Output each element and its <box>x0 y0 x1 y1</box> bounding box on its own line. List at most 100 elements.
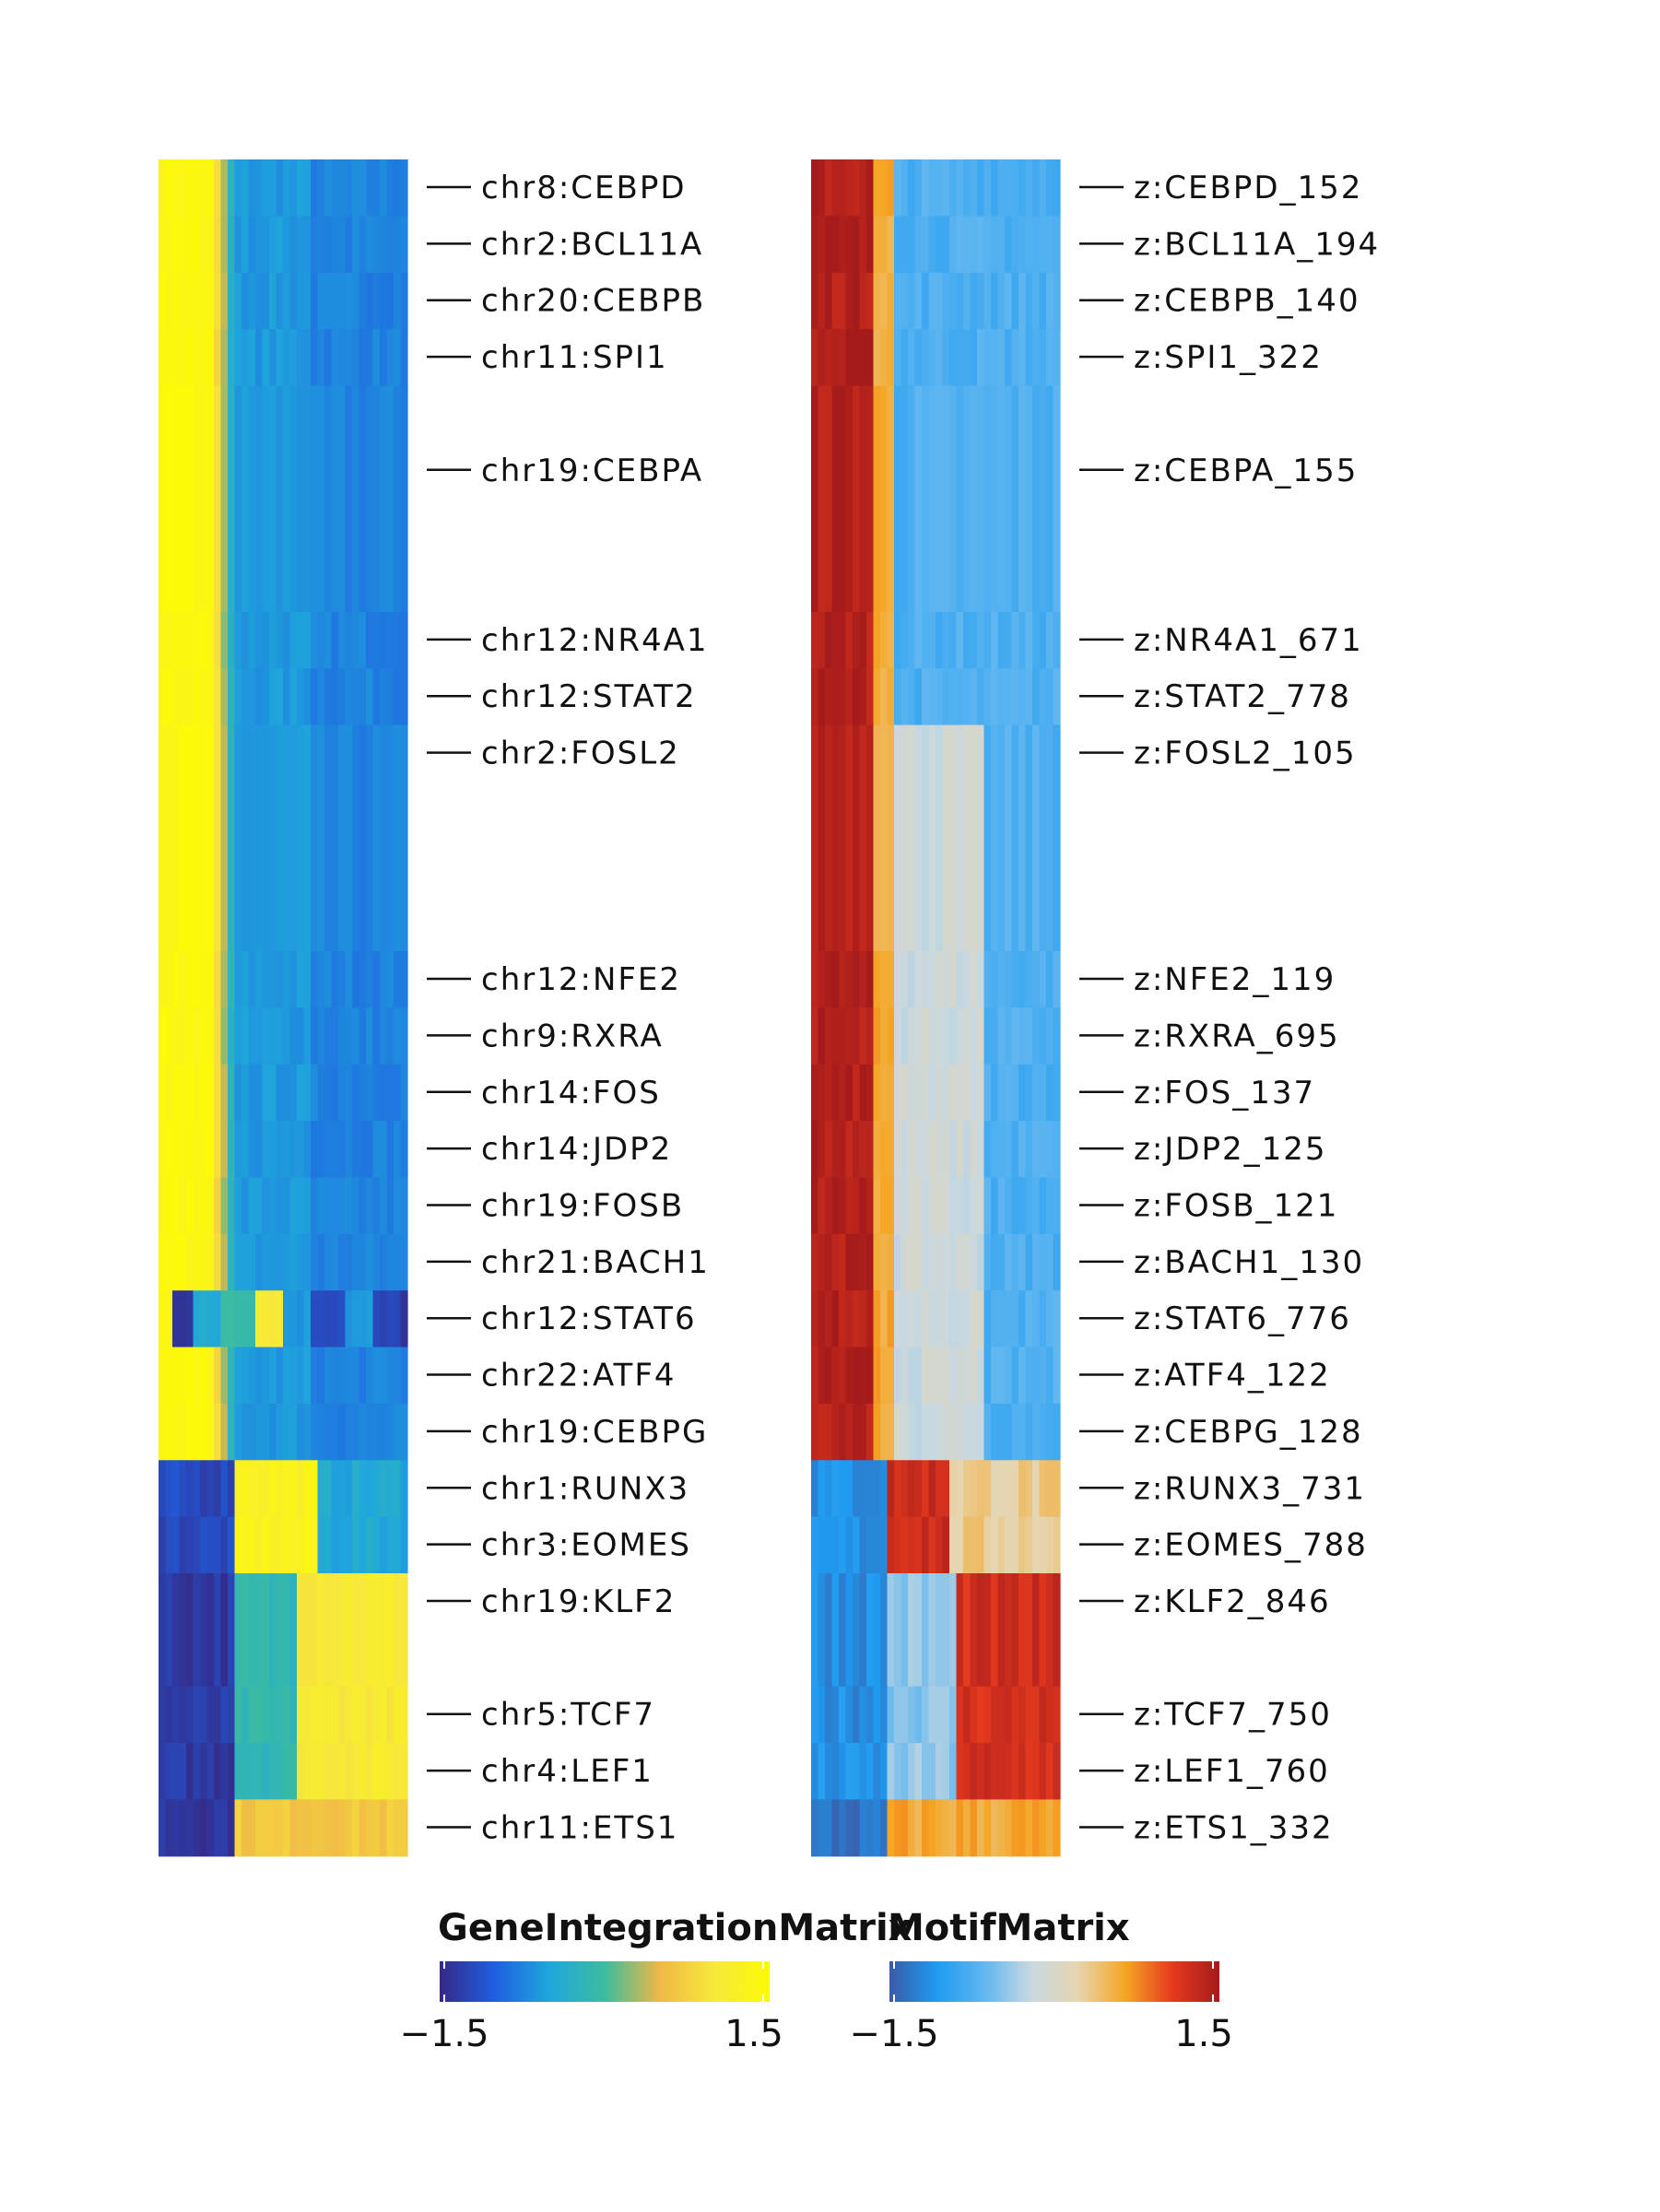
gene-heatmap-cell <box>234 216 242 274</box>
gene-row-label: chr19:CEBPG <box>481 1414 708 1451</box>
motif-heatmap-cell <box>977 1121 985 1179</box>
gene-heatmap-cell <box>200 1799 208 1857</box>
gene-heatmap-cell <box>248 1460 256 1518</box>
motif-heatmap-cell <box>1053 329 1061 387</box>
gene-heatmap-cell <box>276 159 284 217</box>
gene-row-label: chr5:TCF7 <box>481 1697 655 1734</box>
gene-heatmap-cell <box>394 159 402 217</box>
gene-heatmap-cell <box>338 1573 347 1688</box>
motif-heatmap-cell <box>887 1233 895 1291</box>
motif-heatmap-cell <box>1032 1686 1041 1744</box>
gene-heatmap-cell <box>400 1403 408 1461</box>
gene-heatmap-cell <box>200 159 208 217</box>
gene-heatmap-cell <box>303 1460 312 1518</box>
gene-heatmap-cell <box>220 1007 229 1065</box>
gene-heatmap-cell <box>289 724 298 952</box>
motif-heatmap-cell <box>949 159 958 217</box>
motif-heatmap-cell <box>1025 216 1033 274</box>
gene-heatmap-cell <box>262 1121 270 1179</box>
motif-heatmap-cell <box>956 1516 964 1574</box>
gene-heatmap-cell <box>186 1007 194 1065</box>
motif-heatmap-cell <box>866 1007 875 1065</box>
motif-heatmap-cell <box>997 1573 1006 1688</box>
motif-heatmap-cell <box>997 1290 1006 1348</box>
gene-heatmap-cell <box>372 1347 381 1405</box>
motif-heatmap-cell <box>818 1347 826 1405</box>
gene-heatmap-cell <box>283 1460 291 1518</box>
gene-heatmap-cell <box>386 1007 394 1065</box>
motif-heatmap-cell <box>811 1460 819 1518</box>
motif-heatmap-cell <box>983 1121 992 1179</box>
gene-heatmap-cell <box>159 385 167 613</box>
gene-heatmap-cell <box>359 1121 367 1179</box>
motif-heatmap-cell <box>825 1177 833 1235</box>
gene-heatmap-cell <box>200 1007 208 1065</box>
gene-heatmap-cell <box>359 1460 367 1518</box>
motif-heatmap-cell <box>997 1347 1006 1405</box>
gene-heatmap-cell <box>214 1460 222 1518</box>
gene-heatmap-cell <box>262 1403 270 1461</box>
gene-heatmap-cell <box>186 1403 194 1461</box>
motif-heatmap-cell <box>970 668 978 726</box>
gene-heatmap-cell <box>331 1403 339 1461</box>
motif-heatmap-cell <box>880 724 889 952</box>
gene-heatmap-cell <box>255 1347 264 1405</box>
gene-heatmap-cell <box>324 951 333 1008</box>
motif-heatmap-cell <box>928 1573 936 1688</box>
motif-heatmap-cell <box>859 1403 867 1461</box>
gene-heatmap-cell <box>352 1460 360 1518</box>
motif-heatmap-cell <box>928 272 936 330</box>
motif-heatmap-cell <box>1053 1347 1061 1405</box>
motif-heatmap-cell <box>811 1573 819 1688</box>
motif-heatmap-cell <box>936 159 944 217</box>
gene-heatmap-cell <box>172 1403 181 1461</box>
gene-heatmap-cell <box>289 1686 298 1744</box>
motif-heatmap-cell <box>853 216 861 274</box>
motif-heatmap-cell <box>1005 1233 1013 1291</box>
motif-heatmap-cell <box>866 668 875 726</box>
motif-heatmap-cell <box>825 159 833 217</box>
gene-heatmap-cell <box>303 329 312 387</box>
motif-row-label: z:FOSB_121 <box>1134 1187 1338 1224</box>
gene-heatmap-cell <box>400 611 408 669</box>
gene-heatmap-cell <box>311 1064 319 1122</box>
gene-heatmap-cell <box>234 724 242 952</box>
gene-heatmap-cell <box>345 329 353 387</box>
gene-heatmap-cell <box>338 216 347 274</box>
gene-heatmap-cell <box>297 1121 305 1179</box>
motif-heatmap-cell <box>1032 385 1041 613</box>
gene-heatmap-cell <box>193 1064 201 1122</box>
motif-heatmap-cell <box>949 1347 958 1405</box>
motif-heatmap-cell <box>873 1516 881 1574</box>
gene-heatmap-cell <box>193 611 201 669</box>
gene-heatmap-cell <box>283 272 291 330</box>
motif-heatmap-cell <box>949 1177 958 1235</box>
motif-heatmap-cell <box>942 329 950 387</box>
motif-heatmap-cell <box>1046 216 1054 274</box>
gene-heatmap-cell <box>248 385 256 613</box>
motif-heatmap-cell <box>1018 1799 1027 1857</box>
motif-heatmap-cell <box>1005 1516 1013 1574</box>
gene-heatmap-cell <box>234 1743 242 1801</box>
gene-heatmap-cell <box>200 216 208 274</box>
gene-heatmap-cell <box>200 1290 208 1348</box>
gene-heatmap-cell <box>200 329 208 387</box>
motif-heatmap-cell <box>1018 1460 1027 1518</box>
motif-heatmap-cell <box>1018 385 1027 613</box>
motif-heatmap-cell <box>1025 1007 1033 1065</box>
gene-heatmap-cell <box>283 668 291 726</box>
motif-heatmap-cell <box>956 1007 964 1065</box>
gene-heatmap-cell <box>380 385 388 613</box>
motif-heatmap-cell <box>1046 951 1054 1008</box>
motif-heatmap-cell <box>991 1743 999 1801</box>
gene-heatmap-cell <box>165 1403 173 1461</box>
gene-heatmap-cell <box>179 1064 187 1122</box>
gene-heatmap-cell <box>179 1177 187 1235</box>
motif-heatmap-cell <box>1053 216 1061 274</box>
motif-heatmap-cell <box>1046 1460 1054 1518</box>
gene-heatmap-cell <box>366 1347 374 1405</box>
motif-heatmap-cell <box>997 668 1006 726</box>
motif-heatmap-cell <box>887 1799 895 1857</box>
gene-heatmap-cell <box>165 611 173 669</box>
gene-heatmap-cell <box>366 1121 374 1179</box>
